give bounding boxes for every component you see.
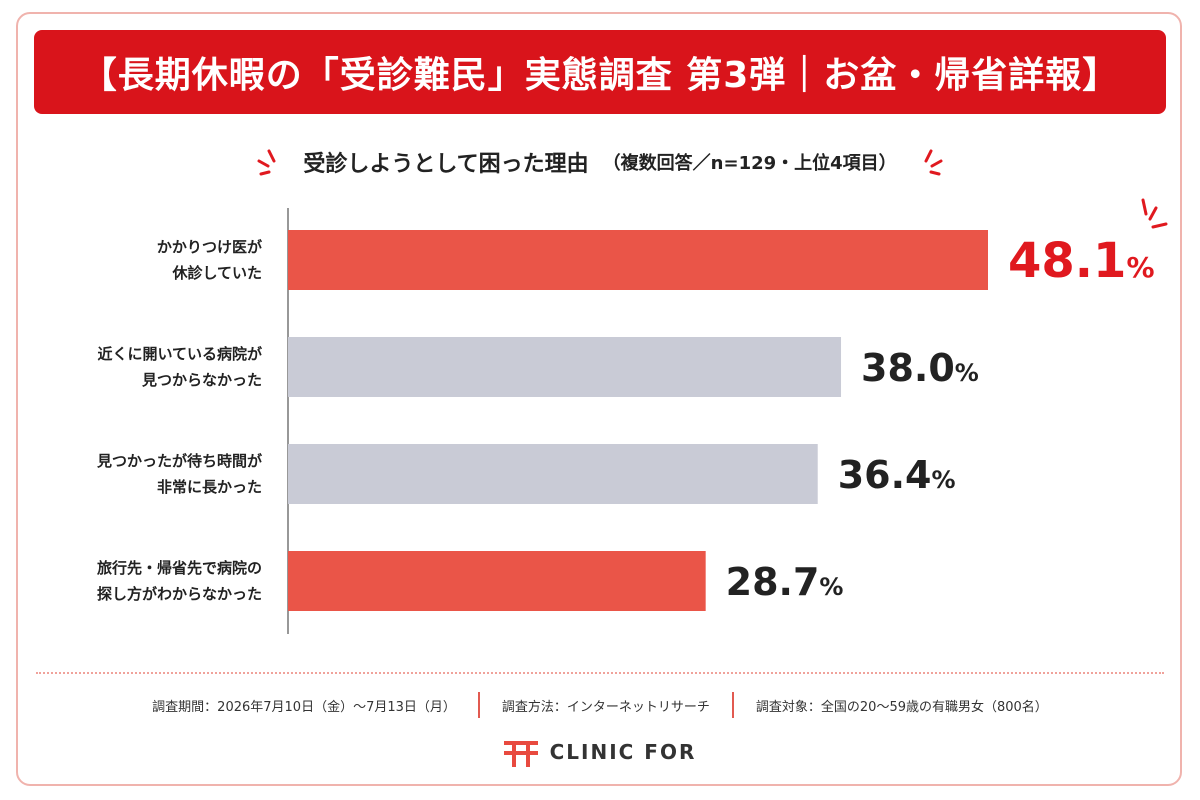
category-label: 探し方がわからなかった (97, 585, 262, 603)
survey-footer: 調査期間：2026年7月10日（金）〜7月13日（月） 調査方法：インターネット… (0, 688, 1200, 722)
brand-name: CLINIC FOR (549, 740, 697, 764)
bar (288, 444, 818, 504)
data-label: 38.0% (861, 346, 979, 390)
category-label: 近くに開いている病院が (97, 345, 263, 363)
category-label: かかりつけ医が (157, 238, 263, 256)
category-label: 休診していた (171, 264, 262, 282)
category-label: 見つかったが待ち時間が (96, 452, 263, 470)
survey-target: 調査対象：全国の20〜59歳の有職男女（800名） (755, 699, 1048, 715)
clinic-for-logo-icon (503, 741, 538, 767)
page-title: 【長期休暇の「受診難民」実態調査 第3弾｜お盆・帰省詳報】 (80, 55, 1120, 96)
emphasis-left-icon (257, 149, 276, 176)
title-banner: 【長期休暇の「受診難民」実態調査 第3弾｜お盆・帰省詳報】 (34, 30, 1166, 114)
survey-method: 調査方法：インターネットリサーチ (501, 699, 710, 715)
footer-separator (477, 692, 480, 718)
highlight-burst-icon (1141, 198, 1168, 229)
category-label: 見つからなかった (141, 371, 262, 389)
bar (288, 230, 988, 290)
bar (288, 551, 706, 611)
chart-note: （複数回答／n=129・上位4項目） (602, 153, 897, 174)
footer-separator (731, 692, 734, 718)
data-label: 48.1% (1008, 233, 1155, 289)
brand-footer: CLINIC FOR (0, 732, 1200, 772)
chart-subtitle-row: 受診しようとして困った理由 （複数回答／n=129・上位4項目） (0, 140, 1200, 184)
category-label: 非常に長かった (157, 478, 262, 496)
emphasis-right-icon (924, 149, 943, 176)
bar (288, 337, 842, 397)
survey-period: 調査期間：2026年7月10日（金）〜7月13日（月） (152, 699, 456, 715)
data-label: 36.4% (838, 453, 956, 497)
data-label: 28.7% (726, 560, 844, 604)
category-label: 旅行先・帰省先で病院の (97, 559, 262, 577)
card-frame (16, 12, 1182, 786)
chart-title: 受診しようとして困った理由 (303, 152, 589, 177)
footer-divider (36, 672, 1164, 674)
